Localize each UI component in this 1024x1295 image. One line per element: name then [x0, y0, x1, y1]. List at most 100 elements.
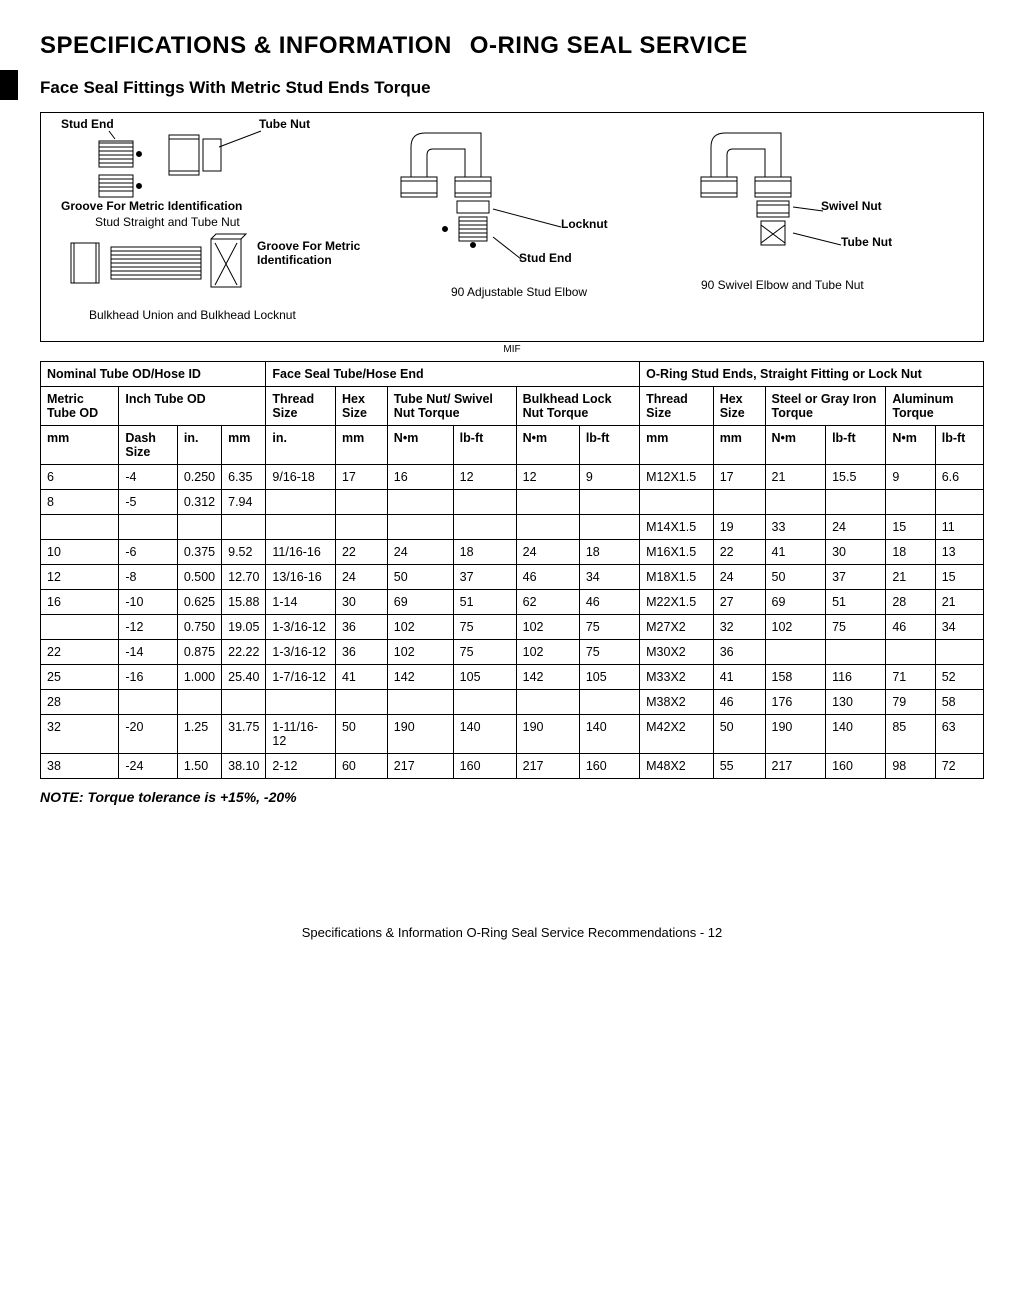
- table-cell: 2-12: [266, 754, 336, 779]
- table-cell: 21: [935, 590, 983, 615]
- table-cell: 31.75: [222, 715, 266, 754]
- table-cell: 6.35: [222, 465, 266, 490]
- table-cell: 16: [41, 590, 119, 615]
- table-cell: 190: [516, 715, 579, 754]
- table-cell: 71: [886, 665, 935, 690]
- hdr-group-1: Nominal Tube OD/Hose ID: [41, 362, 266, 387]
- page-title: SPECIFICATIONS & INFORMATION O-RING SEAL …: [40, 32, 984, 60]
- table-cell: 51: [826, 590, 886, 615]
- table-cell: 217: [765, 754, 826, 779]
- table-cell: 7.94: [222, 490, 266, 515]
- table-cell: [826, 490, 886, 515]
- table-cell: [335, 690, 387, 715]
- hdr-u-mm: mm: [41, 426, 119, 465]
- table-cell: 130: [826, 690, 886, 715]
- table-cell: 60: [335, 754, 387, 779]
- table-cell: [826, 640, 886, 665]
- table-cell: 12: [453, 465, 516, 490]
- table-cell: [640, 490, 714, 515]
- table-cell: 34: [579, 565, 639, 590]
- table-cell: [222, 690, 266, 715]
- hdr-group-3: O-Ring Stud Ends, Straight Fitting or Lo…: [640, 362, 984, 387]
- table-cell: [387, 515, 453, 540]
- table-cell: 50: [335, 715, 387, 754]
- table-cell: 30: [826, 540, 886, 565]
- hdr-u-mm5: mm: [713, 426, 765, 465]
- table-cell: 25: [41, 665, 119, 690]
- table-cell: [453, 490, 516, 515]
- table-cell: -5: [119, 490, 177, 515]
- title-left: SPECIFICATIONS & INFORMATION: [40, 32, 452, 59]
- table-cell: 1-11/16-12: [266, 715, 336, 754]
- table-cell: 24: [335, 565, 387, 590]
- table-cell: [41, 615, 119, 640]
- hdr-u-in2: in.: [266, 426, 336, 465]
- table-cell: 41: [765, 540, 826, 565]
- table-cell: [935, 640, 983, 665]
- table-cell: 9: [886, 465, 935, 490]
- table-cell: 102: [765, 615, 826, 640]
- table-cell: 36: [335, 615, 387, 640]
- table-cell: 62: [516, 590, 579, 615]
- table-cell: M14X1.5: [640, 515, 714, 540]
- table-cell: 69: [765, 590, 826, 615]
- table-cell: 116: [826, 665, 886, 690]
- hdr-u-mm4: mm: [640, 426, 714, 465]
- hdr-alum-torque: Aluminum Torque: [886, 387, 984, 426]
- table-cell: M18X1.5: [640, 565, 714, 590]
- table-cell: M42X2: [640, 715, 714, 754]
- table-cell: -8: [119, 565, 177, 590]
- table-cell: 75: [453, 615, 516, 640]
- table-cell: 102: [387, 640, 453, 665]
- table-cell: 15: [886, 515, 935, 540]
- table-cell: 140: [826, 715, 886, 754]
- table-cell: 9/16-18: [266, 465, 336, 490]
- hdr-u-mm2: mm: [222, 426, 266, 465]
- table-cell: 41: [713, 665, 765, 690]
- table-cell: 22.22: [222, 640, 266, 665]
- title-right: O-RING SEAL SERVICE: [470, 32, 748, 59]
- table-cell: 15.88: [222, 590, 266, 615]
- hdr-u-mm3: mm: [335, 426, 387, 465]
- page-marker: [0, 70, 18, 100]
- table-row: -120.75019.051-3/16-12361027510275M27X23…: [41, 615, 984, 640]
- table-cell: 1.25: [177, 715, 221, 754]
- table-row: 10-60.3759.5211/16-162224182418M16X1.522…: [41, 540, 984, 565]
- table-cell: 1-3/16-12: [266, 640, 336, 665]
- hdr-u-in: in.: [177, 426, 221, 465]
- page-subtitle: Face Seal Fittings With Metric Stud Ends…: [40, 78, 984, 98]
- table-cell: 24: [713, 565, 765, 590]
- page-footer: Specifications & Information O-Ring Seal…: [40, 925, 984, 940]
- table-cell: [335, 490, 387, 515]
- table-cell: 9: [579, 465, 639, 490]
- table-cell: 24: [516, 540, 579, 565]
- table-cell: 12: [516, 465, 579, 490]
- table-cell: [266, 515, 336, 540]
- table-cell: 142: [516, 665, 579, 690]
- hdr-u-nm: N•m: [387, 426, 453, 465]
- table-cell: 46: [886, 615, 935, 640]
- table-cell: 21: [765, 465, 826, 490]
- table-cell: -12: [119, 615, 177, 640]
- table-cell: [222, 515, 266, 540]
- hdr-u-nm2: N•m: [516, 426, 579, 465]
- table-cell: 46: [516, 565, 579, 590]
- table-cell: [453, 515, 516, 540]
- table-cell: 8: [41, 490, 119, 515]
- table-cell: 75: [579, 640, 639, 665]
- table-cell: [516, 490, 579, 515]
- table-cell: 15.5: [826, 465, 886, 490]
- table-cell: 190: [387, 715, 453, 754]
- table-cell: 10: [41, 540, 119, 565]
- table-cell: 55: [713, 754, 765, 779]
- table-cell: -20: [119, 715, 177, 754]
- table-cell: M30X2: [640, 640, 714, 665]
- table-cell: [886, 490, 935, 515]
- table-row: 32-201.2531.751-11/16-1250190140190140M4…: [41, 715, 984, 754]
- hdr-u-lbft3: lb-ft: [826, 426, 886, 465]
- table-row: 25-161.00025.401-7/16-1241142105142105M3…: [41, 665, 984, 690]
- hdr-u-dash: Dash Size: [119, 426, 177, 465]
- table-cell: 1.000: [177, 665, 221, 690]
- table-cell: 0.875: [177, 640, 221, 665]
- table-cell: 13/16-16: [266, 565, 336, 590]
